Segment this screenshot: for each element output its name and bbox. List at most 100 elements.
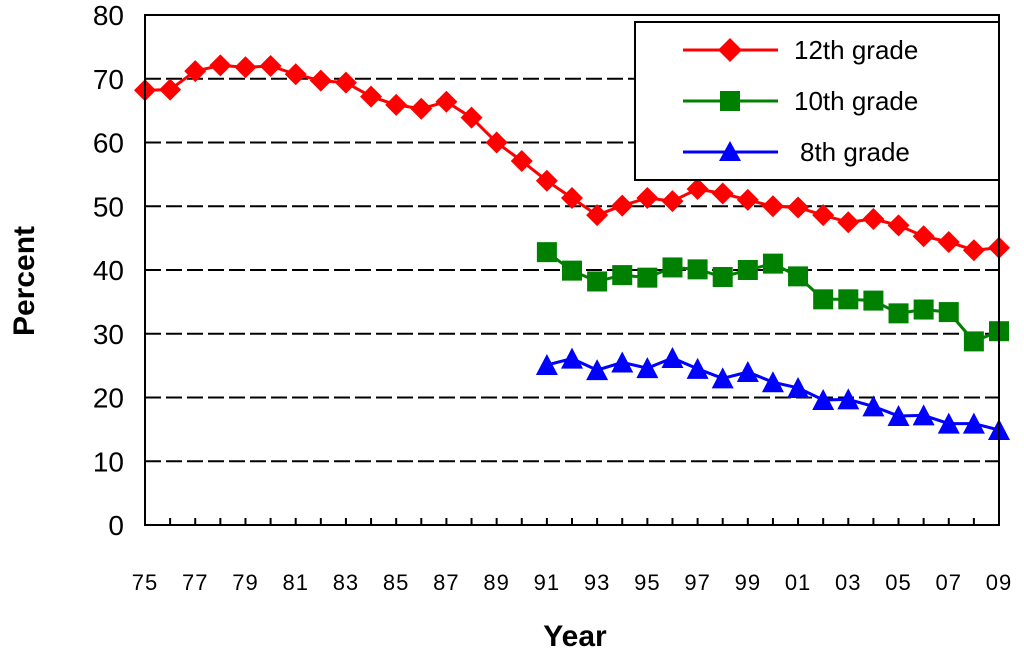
y-tick-label-30: 30 xyxy=(93,319,124,350)
data-point-12th-grade-07 xyxy=(937,230,960,253)
y-tick-label-80: 80 xyxy=(93,0,124,31)
legend: 12th grade 10th grade 8th grade xyxy=(634,21,1000,181)
data-point-12th-grade-76 xyxy=(159,78,182,101)
data-point-12th-grade-88 xyxy=(460,106,483,129)
y-tick-label-70: 70 xyxy=(93,64,124,95)
data-point-10th-grade-92 xyxy=(562,260,582,281)
data-point-8th-grade-99 xyxy=(736,361,759,382)
x-tick-label-93: 93 xyxy=(584,570,610,595)
data-point-10th-grade-04 xyxy=(863,290,884,311)
legend-label-10th-grade: 10th grade xyxy=(794,86,918,116)
data-point-12th-grade-80 xyxy=(259,55,282,77)
data-point-10th-grade-93 xyxy=(587,271,608,292)
legend-item-12th-grade: 12th grade xyxy=(683,35,918,65)
y-tick-label-0: 0 xyxy=(108,510,124,541)
data-point-8th-grade-06 xyxy=(912,404,935,426)
y-tick-label-40: 40 xyxy=(93,255,124,286)
x-tick-label-91: 91 xyxy=(534,570,560,595)
data-point-10th-grade-02 xyxy=(813,289,834,310)
series-layer xyxy=(134,54,1010,441)
legend-item-10th-grade: 10th grade xyxy=(683,86,918,116)
x-tick-label-77: 77 xyxy=(182,570,208,595)
data-point-10th-grade-98 xyxy=(712,267,733,288)
data-point-10th-grade-91 xyxy=(536,242,557,263)
x-tick-label-85: 85 xyxy=(383,570,409,595)
series-12th-grade xyxy=(134,54,1010,262)
data-point-12th-grade-82 xyxy=(309,69,332,92)
legend-marker-10th-grade xyxy=(720,91,740,111)
y-axis-title: Percent xyxy=(8,226,41,336)
data-point-10th-grade-97 xyxy=(687,259,708,280)
data-point-12th-grade-95 xyxy=(636,186,659,209)
data-point-10th-grade-07 xyxy=(938,302,959,323)
x-tick-label-81: 81 xyxy=(282,570,308,595)
data-point-8th-grade-01 xyxy=(787,376,810,398)
y-axis-ticks: 0 10 20 30 40 50 60 70 80 xyxy=(93,0,124,541)
data-point-12th-grade-00 xyxy=(761,195,784,218)
legend-marker-12th-grade xyxy=(718,38,742,62)
data-point-8th-grade-96 xyxy=(661,346,684,368)
y-tick-label-10: 10 xyxy=(93,446,124,477)
data-point-8th-grade-07 xyxy=(937,412,960,434)
data-point-8th-grade-98 xyxy=(711,367,734,389)
data-point-12th-grade-99 xyxy=(736,188,759,211)
x-tick-label-75: 75 xyxy=(132,570,158,595)
data-point-10th-grade-96 xyxy=(662,257,683,278)
data-point-10th-grade-08 xyxy=(963,331,984,352)
data-point-12th-grade-01 xyxy=(787,196,810,219)
data-point-12th-grade-96 xyxy=(661,190,684,213)
data-point-8th-grade-94 xyxy=(611,351,634,373)
data-point-8th-grade-92 xyxy=(561,347,583,369)
data-point-8th-grade-05 xyxy=(887,404,910,426)
plot-area-frame xyxy=(144,14,1000,526)
data-point-12th-grade-79 xyxy=(234,56,257,79)
data-point-12th-grade-78 xyxy=(209,54,232,77)
data-point-12th-grade-06 xyxy=(912,225,935,248)
data-point-8th-grade-04 xyxy=(862,395,885,417)
data-point-12th-grade-89 xyxy=(485,131,508,154)
data-point-12th-grade-02 xyxy=(812,204,835,227)
data-point-12th-grade-86 xyxy=(410,97,433,120)
data-point-8th-grade-02 xyxy=(812,389,835,411)
data-point-12th-grade-83 xyxy=(334,71,357,94)
data-point-12th-grade-84 xyxy=(360,85,383,108)
legend-item-8th-grade: 8th grade xyxy=(683,137,910,167)
data-point-10th-grade-06 xyxy=(913,299,934,320)
legend-label-8th-grade: 8th grade xyxy=(800,137,910,167)
data-point-12th-grade-05 xyxy=(887,214,910,237)
x-tick-label-03: 03 xyxy=(835,570,861,595)
data-point-10th-grade-01 xyxy=(788,266,809,287)
data-point-12th-grade-97 xyxy=(686,178,709,201)
data-point-10th-grade-05 xyxy=(888,303,909,324)
x-tick-label-83: 83 xyxy=(333,570,359,595)
data-point-12th-grade-03 xyxy=(837,211,860,234)
data-point-12th-grade-94 xyxy=(611,194,634,217)
data-point-12th-grade-04 xyxy=(862,208,885,230)
data-point-8th-grade-93 xyxy=(586,359,609,381)
data-point-10th-grade-95 xyxy=(637,267,658,288)
x-tick-label-97: 97 xyxy=(684,570,710,595)
data-point-10th-grade-94 xyxy=(612,265,633,286)
data-point-8th-grade-08 xyxy=(962,412,985,434)
y-tick-label-20: 20 xyxy=(93,383,124,414)
x-tick-label-89: 89 xyxy=(483,570,509,595)
data-point-12th-grade-87 xyxy=(435,90,458,113)
data-point-12th-grade-08 xyxy=(962,239,985,262)
x-tick-label-05: 05 xyxy=(885,570,911,595)
y-tick-label-50: 50 xyxy=(93,191,124,222)
data-point-12th-grade-98 xyxy=(711,182,734,205)
x-tick-label-87: 87 xyxy=(433,570,459,595)
data-point-10th-grade-03 xyxy=(838,289,859,310)
data-point-8th-grade-91 xyxy=(535,353,558,375)
data-point-8th-grade-95 xyxy=(636,357,659,379)
data-point-12th-grade-85 xyxy=(385,93,408,116)
y-tick-label-60: 60 xyxy=(93,128,124,159)
data-point-8th-grade-00 xyxy=(761,371,784,393)
x-axis-title: Year xyxy=(543,620,607,653)
x-tick-label-95: 95 xyxy=(634,570,660,595)
x-tick-label-01: 01 xyxy=(785,570,811,595)
legend-label-12th-grade: 12th grade xyxy=(794,35,918,65)
x-tick-label-99: 99 xyxy=(735,570,761,595)
data-point-12th-grade-90 xyxy=(510,149,533,172)
